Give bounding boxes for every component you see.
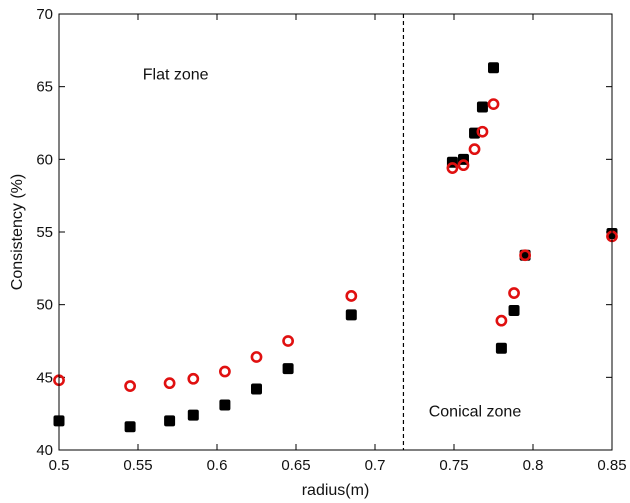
x-tick-label: 0.7 <box>365 457 386 474</box>
circle-point <box>250 351 263 363</box>
square-point <box>488 62 499 74</box>
square-point <box>164 415 176 427</box>
y-tick-label: 50 <box>36 297 53 314</box>
x-axis-label: radius(m) <box>302 482 370 499</box>
y-tick-label: 70 <box>36 6 53 23</box>
y-tick-label: 40 <box>36 442 53 459</box>
square-point <box>187 409 199 421</box>
y-axis-label: Consistency (%) <box>9 174 26 290</box>
x-tick-label: 0.85 <box>597 457 626 474</box>
circle-point <box>187 372 200 385</box>
x-tick-label: 0.5 <box>49 457 70 474</box>
circle-point <box>345 290 358 302</box>
circle-point <box>124 380 137 392</box>
square-point <box>476 101 488 113</box>
x-tick-label: 0.6 <box>207 457 228 474</box>
x-tick-label: 0.75 <box>439 457 468 474</box>
plot-frame <box>58 13 613 451</box>
circle-point <box>282 335 294 347</box>
tick-labels: 0.5 0.55 0.6 0.65 0.7 0.75 0.8 0.85 40 45 50 55 60 65… <box>36 6 626 474</box>
circle-point <box>163 377 176 390</box>
square-point <box>251 383 262 395</box>
annotation-flat-zone: Flat zone <box>143 66 209 83</box>
y-tick-label: 65 <box>36 79 53 96</box>
circle-point <box>508 287 520 299</box>
y-tick-label: 60 <box>36 151 53 168</box>
circle-point <box>457 159 470 172</box>
circle-point <box>446 162 459 174</box>
square-point <box>219 399 231 411</box>
circle-point <box>487 98 500 111</box>
square-point <box>124 421 136 433</box>
square-point <box>282 363 294 375</box>
square-point <box>495 342 507 354</box>
y-tick-label: 55 <box>36 224 53 241</box>
circle-point <box>218 365 231 378</box>
x-tick-label: 0.65 <box>281 457 310 474</box>
circle-point <box>476 125 489 138</box>
circle-point <box>495 314 508 327</box>
annotation-conical-zone: Conical zone <box>429 404 522 421</box>
square-point <box>345 309 357 321</box>
x-tick-label: 0.55 <box>123 457 152 474</box>
data-points <box>53 62 618 433</box>
square-point <box>508 304 520 316</box>
circle-point <box>519 249 531 262</box>
x-tick-label: 0.8 <box>523 457 544 474</box>
y-tick-label: 45 <box>36 369 53 386</box>
circle-point <box>468 143 481 156</box>
